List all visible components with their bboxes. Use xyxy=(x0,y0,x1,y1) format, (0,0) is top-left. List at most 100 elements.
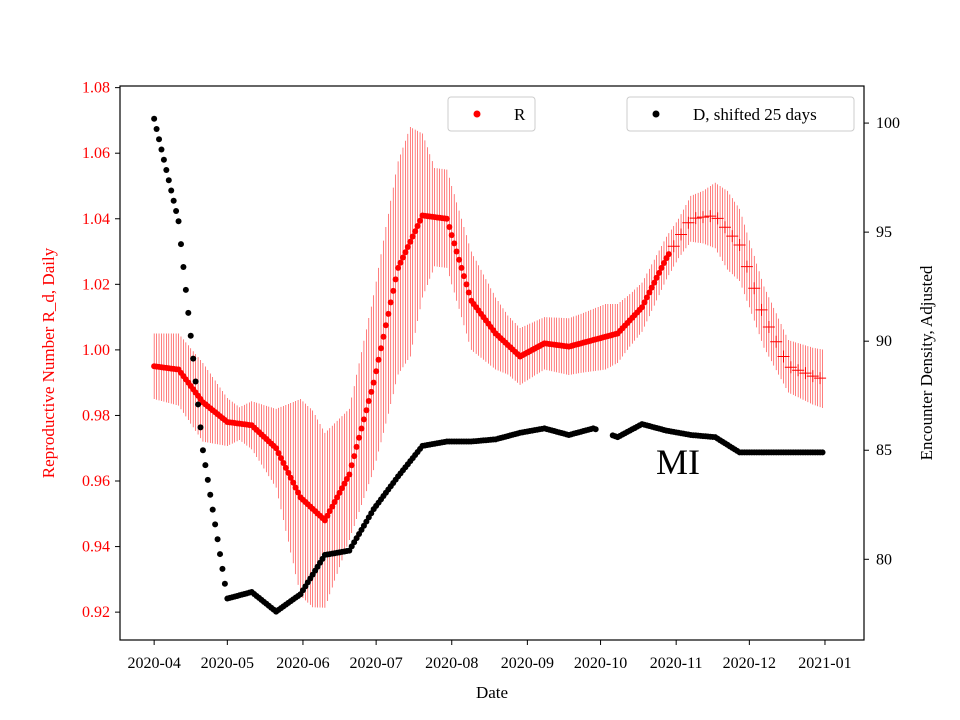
d-point xyxy=(195,401,202,408)
y-left-tick-label: 0.98 xyxy=(82,407,110,424)
legend-d: D, shifted 25 days xyxy=(626,96,855,132)
y-axis-right: 80 85 90 95 100 xyxy=(864,115,900,568)
r-point xyxy=(641,299,648,306)
y-axis-left-label: Reproductive Number R_d, Daily xyxy=(39,247,58,478)
y-left-tick-label: 1.08 xyxy=(82,80,110,97)
r-point xyxy=(351,453,358,460)
r-point xyxy=(321,517,328,524)
x-tick-label: 2021-01 xyxy=(798,655,851,672)
r-point xyxy=(740,260,753,273)
d-point xyxy=(187,332,194,339)
r-point xyxy=(465,289,472,296)
r-point xyxy=(292,484,299,491)
d-point xyxy=(219,565,226,572)
r-point xyxy=(375,356,382,363)
d-point xyxy=(209,506,216,513)
r-point xyxy=(463,281,470,288)
r-point xyxy=(682,216,695,229)
r-point xyxy=(341,480,348,487)
r-point xyxy=(453,248,460,255)
r-point xyxy=(326,508,333,515)
r-point xyxy=(697,211,710,224)
legend-r: R xyxy=(447,96,536,132)
r-point xyxy=(665,251,672,258)
r-point xyxy=(336,489,343,496)
y-right-tick-label: 90 xyxy=(876,333,892,350)
r-point xyxy=(282,464,289,471)
d-point xyxy=(180,264,187,271)
r-point xyxy=(382,322,389,329)
r-point xyxy=(412,228,419,235)
r-point xyxy=(770,335,783,348)
y-left-tick-label: 0.92 xyxy=(82,604,110,621)
d-point xyxy=(212,521,219,528)
r-point xyxy=(370,379,377,386)
r-point xyxy=(806,370,819,383)
r-point xyxy=(343,476,350,483)
r-point xyxy=(365,398,372,405)
r-point xyxy=(324,512,331,519)
r-point xyxy=(404,243,411,250)
r-point xyxy=(390,287,397,294)
r-point xyxy=(656,269,663,276)
r-point xyxy=(451,240,458,247)
d-point xyxy=(163,166,170,173)
d-point xyxy=(151,115,158,122)
r-point xyxy=(755,303,768,316)
r-point xyxy=(346,471,353,478)
legend-d-text: D, shifted 25 days xyxy=(693,105,817,124)
r-point xyxy=(443,215,450,222)
r-point xyxy=(784,361,797,374)
d-point xyxy=(165,177,172,184)
r-point xyxy=(762,320,775,333)
r-point xyxy=(639,304,646,311)
r-point xyxy=(646,289,653,296)
d-point xyxy=(185,309,192,316)
d-point xyxy=(156,136,163,143)
y-left-tick-label: 0.94 xyxy=(82,539,110,556)
x-tick-label: 2020-12 xyxy=(723,655,776,672)
r-point xyxy=(799,367,812,380)
r-point xyxy=(334,494,341,501)
d-point xyxy=(175,218,182,225)
r-point xyxy=(458,264,465,271)
r-point xyxy=(385,310,392,317)
y-right-tick-label: 85 xyxy=(876,442,892,459)
r-point xyxy=(667,240,680,253)
d-point xyxy=(592,426,599,433)
y-left-tick-label: 1.02 xyxy=(82,276,110,293)
y-left-tick-label: 0.96 xyxy=(82,473,110,490)
d-point xyxy=(819,449,826,456)
r-point xyxy=(353,443,360,450)
r-point xyxy=(675,228,688,241)
x-tick-label: 2020-06 xyxy=(276,655,329,672)
d-point xyxy=(217,551,224,558)
r-point xyxy=(387,299,394,306)
r-point xyxy=(653,274,660,281)
d-point xyxy=(153,125,160,132)
x-tick-label: 2020-05 xyxy=(201,655,254,672)
r-point xyxy=(711,212,724,225)
d-point xyxy=(168,187,175,194)
r-point xyxy=(331,498,338,505)
y-left-tick-label: 1.06 xyxy=(82,145,110,162)
x-axis: 2020-04 2020-05 2020-06 2020-07 2020-08 2020-… xyxy=(127,640,852,672)
r-point xyxy=(460,273,467,280)
y-left-tick-label: 1.04 xyxy=(82,211,110,228)
legend-d-marker xyxy=(652,110,660,118)
d-point xyxy=(177,241,184,248)
r-point xyxy=(363,407,370,414)
y-right-tick-label: 95 xyxy=(876,224,892,241)
y-axis-right-label: Encounter Density, Adjusted xyxy=(917,265,936,460)
x-tick-label: 2020-04 xyxy=(127,655,180,672)
r-point xyxy=(792,364,805,377)
r-point xyxy=(358,425,365,432)
r-point xyxy=(395,264,402,271)
d-point xyxy=(199,447,206,454)
legend-r-frame xyxy=(447,96,536,132)
r-point xyxy=(275,450,282,457)
r-point xyxy=(658,264,665,271)
plot-frame xyxy=(119,85,865,641)
r-point xyxy=(414,222,421,229)
r-point xyxy=(329,503,336,510)
